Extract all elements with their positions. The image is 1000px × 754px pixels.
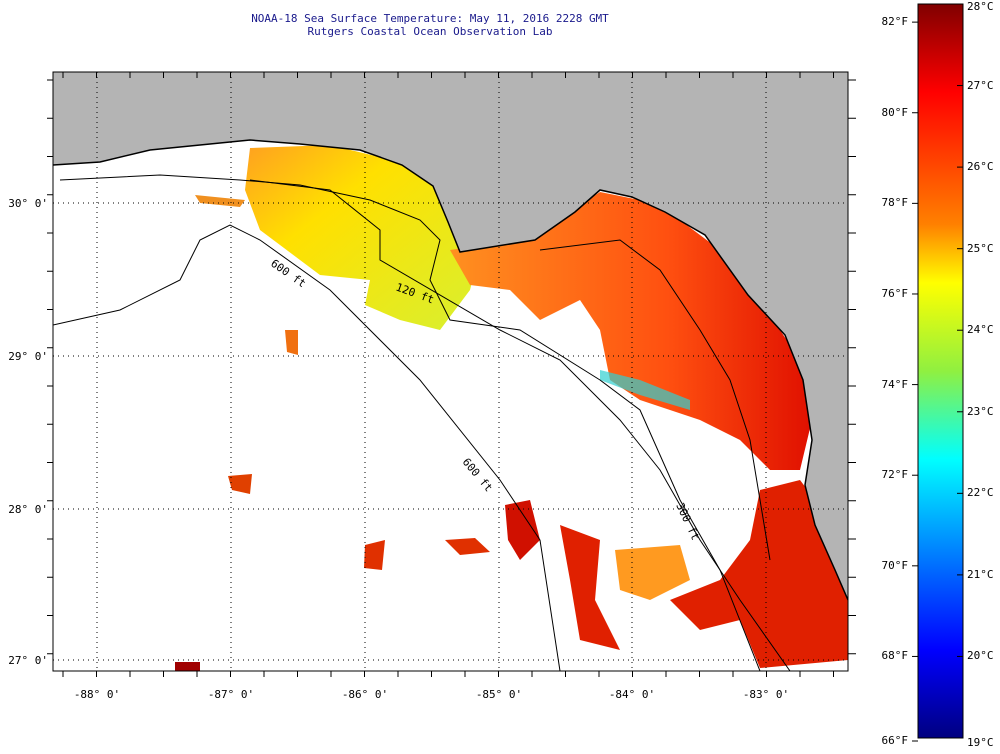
lon-tick-label: -84° 0' xyxy=(609,688,655,701)
sst-cool-edge xyxy=(600,370,690,410)
fahrenheit-label: 80°F xyxy=(881,105,909,119)
celsius-label: 19°C xyxy=(967,736,994,749)
sst-red-patch xyxy=(195,195,245,207)
sst-orange-patch xyxy=(615,545,690,600)
celsius-label: 23°C xyxy=(967,404,994,418)
lat-tick-label: 30° 0' xyxy=(8,197,48,210)
celsius-label: 20°C xyxy=(967,649,994,663)
celsius-label: 26°C xyxy=(967,160,994,174)
fahrenheit-label: 78°F xyxy=(881,196,909,210)
celsius-label: 24°C xyxy=(967,323,994,337)
sst-south-cluster xyxy=(670,480,848,668)
coastline xyxy=(53,139,848,601)
lon-tick-label: -83° 0' xyxy=(743,688,789,701)
fahrenheit-label: 70°F xyxy=(881,558,909,572)
land xyxy=(53,72,848,600)
contour-coastal xyxy=(539,239,771,561)
sst-red-patch xyxy=(175,662,200,671)
colorbar xyxy=(917,3,964,739)
sst-red-patch xyxy=(445,538,490,555)
fahrenheit-label: 72°F xyxy=(881,468,909,482)
lat-tick-label: 29° 0' xyxy=(8,350,48,363)
axis-ticks xyxy=(47,72,856,677)
lon-tick-label: -87° 0' xyxy=(208,688,254,701)
sst-red-patch xyxy=(364,540,385,570)
contour-shelf xyxy=(249,179,791,671)
lon-tick-label: -86° 0' xyxy=(342,688,388,701)
lat-tick-label: 28° 0' xyxy=(8,503,48,516)
map-frame xyxy=(52,71,849,672)
celsius-label: 28°C xyxy=(967,0,994,13)
fahrenheit-label: 74°F xyxy=(881,377,909,391)
map-subtitle: Rutgers Coastal Ocean Observation Lab xyxy=(307,25,553,38)
lon-tick-label: -85° 0' xyxy=(476,688,522,701)
colorbar-ticks xyxy=(912,21,963,742)
map-title: NOAA-18 Sea Surface Temperature: May 11,… xyxy=(251,12,609,25)
celsius-label: 25°C xyxy=(967,241,994,255)
celsius-label: 27°C xyxy=(967,78,994,92)
sst-red-patch xyxy=(285,330,298,355)
sst-west-florida xyxy=(450,192,812,470)
sst-red-patch xyxy=(228,474,252,494)
fahrenheit-label: 76°F xyxy=(881,286,909,300)
celsius-label: 21°C xyxy=(967,567,994,581)
lon-tick-label: -88° 0' xyxy=(74,688,120,701)
sst-red-patch xyxy=(560,525,620,650)
celsius-label: 22°C xyxy=(967,486,994,500)
fahrenheit-label: 68°F xyxy=(881,649,909,663)
sst-red-patch xyxy=(505,500,540,560)
contour-600ft-west xyxy=(53,224,561,671)
fahrenheit-label: 82°F xyxy=(881,15,909,29)
lat-tick-label: 27° 0' xyxy=(8,654,48,667)
fahrenheit-label: 66°F xyxy=(881,734,909,747)
